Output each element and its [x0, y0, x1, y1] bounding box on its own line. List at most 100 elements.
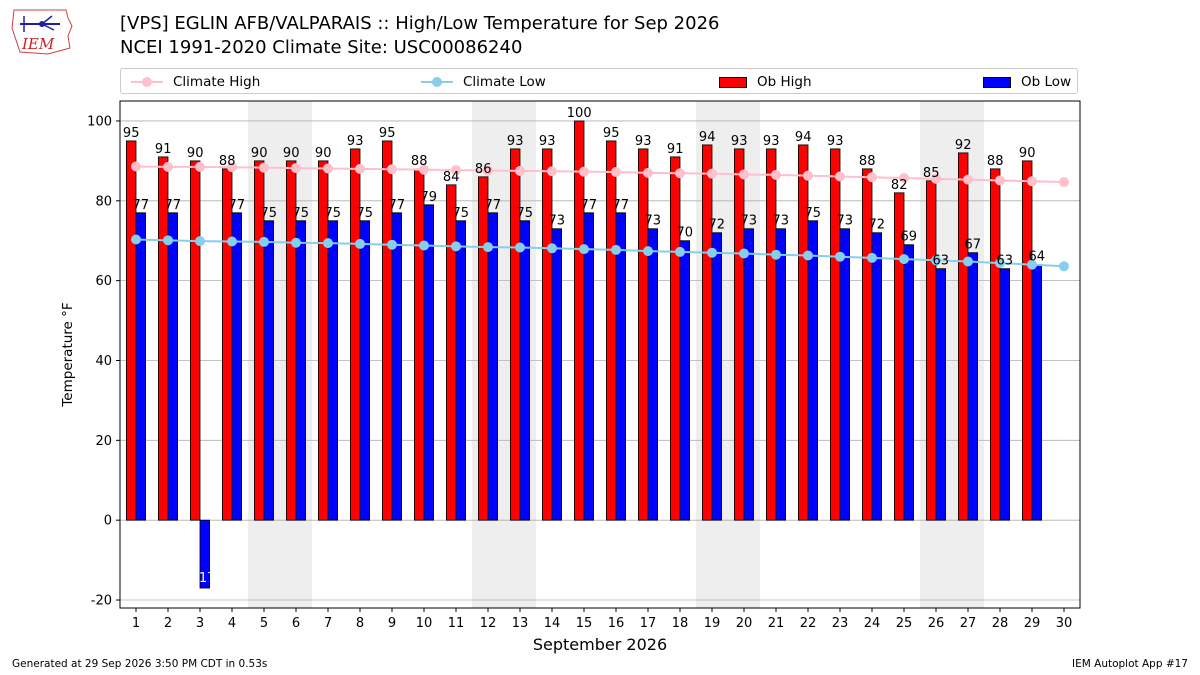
x-tick-label: 6	[292, 616, 300, 631]
ob-low-data-label: 77	[485, 198, 502, 213]
ob-high-data-label: 88	[219, 154, 236, 169]
ob-low-data-label: 75	[357, 206, 374, 221]
climate-low-point	[355, 238, 365, 249]
climate-low-point	[451, 241, 461, 252]
iem-logo: IEM	[11, 9, 73, 55]
climate-high-point	[707, 168, 717, 179]
x-tick-label: 23	[832, 616, 849, 631]
climate-high-point	[131, 161, 141, 172]
ob-low-data-label: 64	[1029, 250, 1046, 265]
climate-high-point	[259, 162, 269, 173]
ob-low-data-label: 75	[293, 206, 310, 221]
climate-low-point	[739, 248, 749, 259]
ob-high-data-label: 93	[827, 134, 844, 149]
x-tick-label: 7	[324, 616, 332, 631]
climate-low-point	[579, 244, 589, 255]
ob-high-bar	[221, 168, 233, 521]
ob-low-data-label: -17	[194, 571, 215, 586]
ob-low-data-label: 75	[453, 206, 470, 221]
climate-high-point	[451, 165, 461, 176]
ob-low-data-label: 73	[549, 214, 566, 229]
climate-high-point	[355, 163, 365, 174]
climate-high-point	[643, 167, 653, 178]
x-tick-label: 2	[164, 616, 172, 631]
y-tick-label: -20	[91, 594, 112, 609]
climate-low-point	[163, 235, 173, 246]
y-tick-label: 40	[95, 354, 112, 369]
ob-low-data-label: 69	[901, 230, 918, 245]
ob-low-data-label: 77	[613, 198, 630, 213]
ob-high-data-label: 91	[667, 142, 684, 157]
ob-low-bar	[935, 268, 947, 521]
legend-item-ob-low: Ob Low	[983, 73, 1071, 91]
ob-high-data-label: 93	[347, 134, 364, 149]
ob-high-data-label: 90	[187, 146, 204, 161]
ob-low-data-label: 70	[677, 226, 694, 241]
x-tick-label: 11	[448, 616, 465, 631]
climate-low-point	[803, 250, 813, 261]
climate-low-point	[291, 237, 301, 248]
ob-low-swatch-icon	[983, 76, 1011, 88]
ob-low-bar	[839, 228, 851, 521]
ob-high-data-label: 90	[251, 146, 268, 161]
climate-high-point	[803, 170, 813, 181]
climate-low-point	[867, 252, 877, 263]
climate-low-point	[515, 242, 525, 253]
ob-low-bar	[167, 212, 179, 521]
ob-low-data-label: 72	[709, 218, 726, 233]
y-tick-label: 100	[87, 114, 112, 129]
ob-high-data-label: 85	[923, 166, 940, 181]
climate-low-point	[419, 240, 429, 251]
ob-high-bar	[702, 144, 713, 521]
ob-low-bar	[455, 220, 467, 521]
climate-high-swatch-icon	[131, 73, 163, 91]
y-tick-label: 20	[95, 434, 112, 449]
ob-high-data-label: 82	[891, 178, 908, 193]
x-tick-label: 1	[132, 616, 140, 631]
climate-high-point	[931, 173, 941, 184]
climate-low-point	[259, 236, 269, 247]
ob-high-bar	[413, 168, 425, 521]
ob-high-data-label: 93	[731, 134, 748, 149]
ob-high-data-label: 88	[859, 154, 876, 169]
ob-low-bar	[519, 220, 531, 521]
x-tick-label: 17	[640, 616, 657, 631]
climate-low-point	[387, 239, 397, 250]
chart-subtitle: NCEI 1991-2020 Climate Site: USC00086240	[120, 37, 523, 58]
legend-item-ob-high: Ob High	[719, 73, 812, 91]
ob-low-bar	[679, 240, 691, 521]
x-tick-label: 30	[1056, 616, 1073, 631]
ob-high-data-label: 92	[955, 138, 972, 153]
x-tick-label: 10	[416, 616, 433, 631]
y-tick-label: 80	[95, 194, 112, 209]
ob-high-data-label: 94	[699, 130, 716, 145]
ob-low-data-label: 77	[389, 198, 406, 213]
climate-high-point	[995, 175, 1005, 186]
climate-high-point	[387, 164, 397, 175]
climate-low-point	[1027, 259, 1037, 270]
chart-title: [VPS] EGLIN AFB/VALPARAIS :: High/Low Te…	[120, 13, 720, 34]
x-tick-label: 14	[544, 616, 561, 631]
ob-low-data-label: 75	[805, 206, 822, 221]
ob-low-data-label: 77	[581, 198, 598, 213]
legend-item-climate-high: Climate High	[131, 73, 260, 91]
climate-high-point	[227, 162, 237, 173]
ob-high-data-label: 91	[155, 142, 172, 157]
ob-high-data-label: 93	[635, 134, 652, 149]
climate-low-line	[135, 238, 1065, 268]
ob-high-bar	[766, 148, 777, 521]
climate-low-point	[963, 256, 973, 267]
climate-high-point	[899, 173, 909, 184]
climate-high-point	[579, 166, 589, 177]
x-tick-label: 24	[864, 616, 881, 631]
climate-high-point	[1059, 177, 1069, 188]
climate-high-point	[195, 161, 205, 172]
ob-low-bar	[903, 244, 915, 521]
legend-label-ob-high: Ob High	[757, 74, 812, 90]
ob-high-bar	[830, 148, 841, 521]
ob-low-bar	[807, 220, 819, 521]
climate-high-point	[163, 161, 173, 172]
ob-high-data-label: 88	[987, 154, 1004, 169]
ob-low-bar	[1031, 264, 1043, 521]
climate-low-point	[931, 255, 941, 266]
